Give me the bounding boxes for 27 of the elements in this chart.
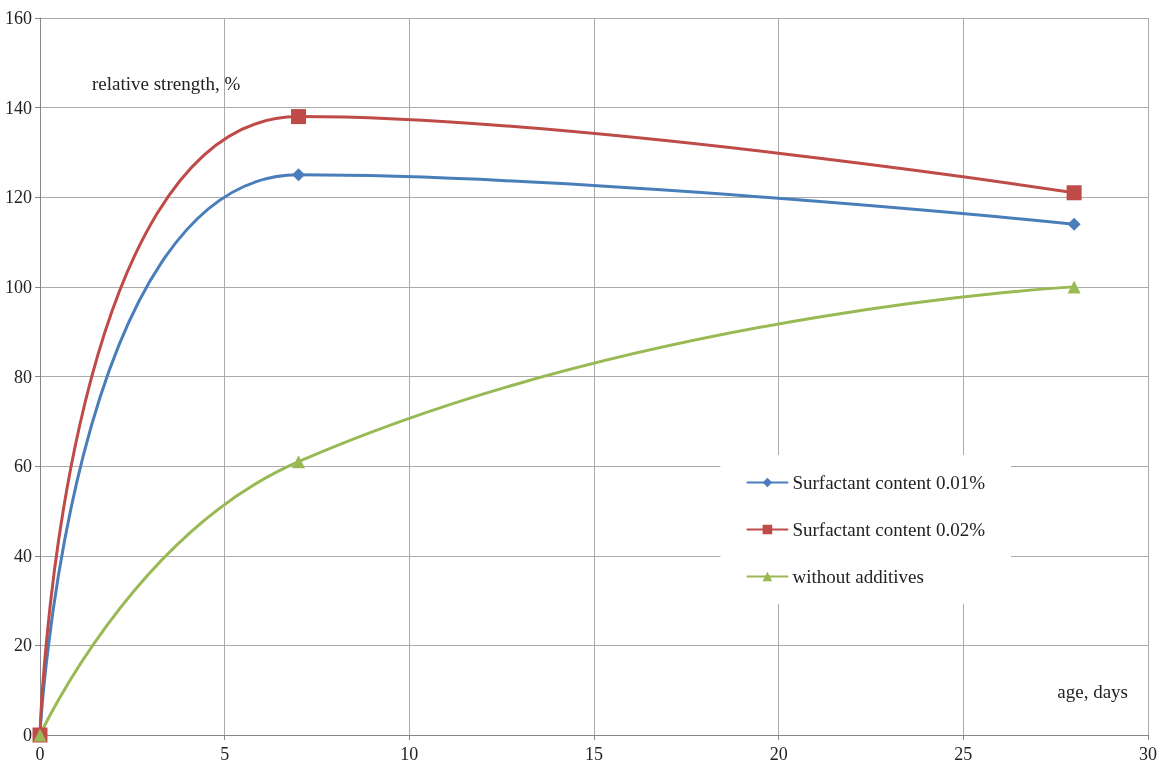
x-axis-title: age, days <box>1057 681 1128 702</box>
x-tick-label: 25 <box>954 744 973 764</box>
y-tick-label: 60 <box>14 456 32 477</box>
point <box>1067 280 1081 294</box>
y-tick-label: 80 <box>14 366 32 387</box>
y-tick-label: 40 <box>14 545 32 566</box>
y-tick-label: 120 <box>5 187 32 208</box>
x-tick-label: 5 <box>220 744 230 764</box>
x-tick-label: 15 <box>585 744 603 764</box>
x-tick-label: 20 <box>769 744 788 764</box>
legend-label: without additives <box>792 566 924 587</box>
y-tick-label: 140 <box>5 97 32 118</box>
point <box>291 109 307 125</box>
x-tick-label: 10 <box>400 744 419 764</box>
point <box>1067 217 1081 231</box>
x-tick-label: 30 <box>1139 744 1157 764</box>
point <box>1066 185 1082 201</box>
y-axis-title: relative strength, % <box>92 73 241 94</box>
y-tick-label: 20 <box>14 635 32 656</box>
point <box>292 455 306 469</box>
point <box>292 168 306 182</box>
x-tick-label: 0 <box>35 744 45 764</box>
y-tick-label: 160 <box>5 8 32 28</box>
y-tick-label: 100 <box>5 276 32 297</box>
legend-label: Surfactant content 0.01% <box>792 472 986 493</box>
legend-label: Surfactant content 0.02% <box>792 519 986 540</box>
y-tick-label: 0 <box>23 725 32 745</box>
